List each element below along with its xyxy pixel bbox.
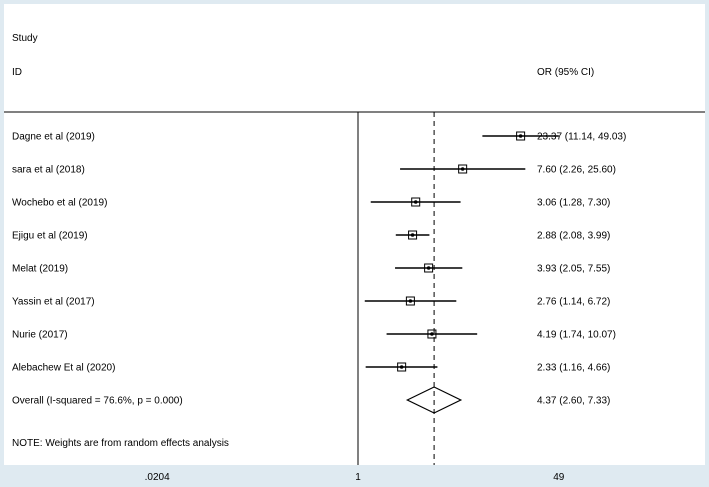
study-row: Melat (2019) 3.93 (2.05, 7.55) — [12, 263, 610, 275]
point-estimate — [410, 233, 415, 237]
ci-text: 3.93 (2.05, 7.55) — [537, 264, 610, 275]
study-label: Dagne et al (2019) — [12, 132, 95, 143]
header-id: ID — [12, 67, 22, 78]
ci-text: 4.19 (1.74, 10.07) — [537, 330, 616, 341]
overall-diamond — [405, 386, 463, 414]
study-row: Nurie (2017) 4.19 (1.74, 10.07) — [12, 329, 616, 341]
ci-text: 2.76 (1.14, 6.72) — [537, 297, 610, 308]
weight-box — [516, 131, 526, 141]
study-label: Alebachew Et al (2020) — [12, 363, 115, 374]
study-label: Nurie (2017) — [12, 330, 68, 341]
point-estimate — [408, 299, 413, 303]
study-row: Wochebo et al (2019) 3.06 (1.28, 7.30) — [12, 197, 610, 209]
weight-box — [405, 296, 415, 306]
point-estimate — [399, 365, 404, 369]
point-estimate — [413, 200, 418, 204]
weight-box — [411, 197, 421, 207]
study-label: Wochebo et al (2019) — [12, 198, 107, 209]
study-row: Yassin et al (2017) 2.76 (1.14, 6.72) — [12, 296, 610, 308]
x-tick-label: 49 — [553, 472, 565, 483]
point-estimate — [430, 332, 434, 336]
study-rows: Dagne et al (2019) 23.37 (11.14, 49.03) sa… — [12, 131, 626, 414]
header-study: Study — [12, 33, 38, 44]
study-label: Melat (2019) — [12, 264, 68, 275]
x-tick-label: 1 — [355, 472, 361, 483]
ci-text: 3.06 (1.28, 7.30) — [537, 198, 610, 209]
x-axis-ticks: .0204 1 49 — [145, 472, 565, 483]
study-label: Ejigu et al (2019) — [12, 231, 88, 242]
weight-box — [427, 329, 437, 339]
point-estimate — [460, 167, 465, 171]
header-effect: OR (95% CI) — [537, 67, 594, 78]
ci-text: 2.33 (1.16, 4.66) — [537, 363, 610, 374]
plot-area — [4, 4, 705, 465]
ci-text: 7.60 (2.26, 25.60) — [537, 165, 616, 176]
study-label: Yassin et al (2017) — [12, 297, 95, 308]
x-tick-label: .0204 — [145, 472, 170, 483]
study-row: sara et al (2018) 7.60 (2.26, 25.60) — [12, 164, 616, 176]
weights-note: NOTE: Weights are from random effects an… — [12, 438, 229, 449]
overall-row: Overall (I-squared = 76.6%, p = 0.000) 4.… — [12, 386, 610, 414]
overall-ci-text: 4.37 (2.60, 7.33) — [537, 396, 610, 407]
weight-box — [408, 230, 418, 240]
overall-label: Overall (I-squared = 76.6%, p = 0.000) — [12, 396, 183, 407]
weight-box — [458, 164, 468, 174]
weight-box — [424, 263, 434, 273]
study-row: Dagne et al (2019) 23.37 (11.14, 49.03) — [12, 131, 626, 143]
study-row: Ejigu et al (2019) 2.88 (2.08, 3.99) — [12, 230, 610, 242]
weight-box — [397, 362, 407, 372]
study-row: Alebachew Et al (2020) 2.33 (1.16, 4.66) — [12, 362, 610, 374]
study-label: sara et al (2018) — [12, 165, 85, 176]
ci-text: 23.37 (11.14, 49.03) — [537, 132, 626, 143]
point-estimate — [426, 266, 431, 270]
point-estimate — [518, 134, 523, 138]
ci-text: 2.88 (2.08, 3.99) — [537, 231, 610, 242]
